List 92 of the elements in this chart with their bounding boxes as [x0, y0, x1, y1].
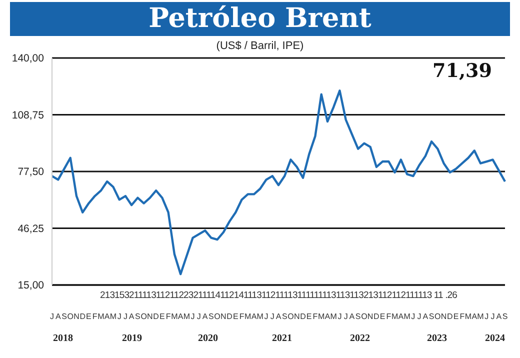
x-tick-label: O [214, 312, 220, 321]
text: 2022 [349, 333, 371, 344]
x-tick-label: E [232, 312, 238, 321]
x-tick-label: D [447, 312, 454, 321]
x-tick-label: E [453, 312, 459, 321]
x-tick-label: F [166, 312, 171, 321]
x-tick-label: J [117, 312, 122, 321]
text: 2020 [197, 333, 219, 344]
line-series [50, 90, 506, 276]
text: 2021 [271, 333, 293, 344]
x-tick-label: F [386, 312, 392, 321]
x-tick-label: D [153, 312, 160, 321]
x-tick-label: J [417, 312, 422, 321]
y-tick-label: 15,00 [18, 280, 44, 292]
x-tick-label: A [202, 312, 208, 321]
x-tick-label: M [256, 312, 264, 321]
x-tick-label: E [86, 312, 92, 321]
x-tick-label: M [404, 312, 411, 321]
x-tick-label: M [330, 312, 338, 321]
x-tick-label: A [398, 312, 404, 321]
x-tick-label: A [422, 312, 429, 321]
x-tick-label: S [282, 312, 288, 321]
text: 2018 [52, 333, 74, 344]
x-tick-label: F [239, 312, 244, 321]
x-tick-label: J [196, 312, 201, 321]
y-tick-label: 46,25 [18, 222, 44, 235]
text: 2024 [484, 333, 506, 344]
x-tick-label: O [67, 312, 74, 321]
x-tick-label: N [74, 312, 80, 321]
x-tick-label: J [270, 312, 274, 321]
x-tick-label: S [355, 312, 361, 321]
x-tick-label: J [50, 312, 54, 321]
x-tick-label: J [123, 312, 128, 321]
x-tick-label: A [178, 312, 184, 321]
x-tick-label: J [190, 312, 195, 321]
x-tick-label: E [160, 312, 165, 321]
x-tick-label: E [380, 312, 386, 321]
x-tick-label: J [338, 312, 342, 321]
x-tick-label: A [276, 312, 282, 321]
x-tick-label: D [226, 312, 233, 321]
x-tick-label: J [264, 312, 268, 321]
x-tick-label: J [411, 312, 416, 321]
chart-subtitle: (US$ / Barril, IPE) [215, 40, 305, 52]
x-tick-label: F [460, 312, 465, 321]
x-tick-label: M [183, 312, 190, 321]
x-tick-label: S [135, 312, 140, 321]
x-tick-label: N [147, 312, 154, 321]
x-tick-label: N [220, 312, 227, 321]
x-tick-label: M [171, 312, 178, 321]
x-tick-label: O [434, 312, 441, 321]
x-tick-label: A [496, 312, 502, 321]
x-tick-label: O [140, 312, 147, 321]
x-tick-label: D [300, 312, 306, 321]
x-tick-label: A [55, 312, 62, 321]
x-tick-label: F [92, 312, 98, 321]
x-tick-label: A [251, 312, 258, 321]
x-tick-label: J [490, 312, 495, 321]
x-tick-label: M [464, 312, 472, 321]
x-tick-label: O [361, 312, 368, 321]
x-tick-label: A [104, 312, 110, 321]
y-tick-label: 108,75 [12, 109, 44, 122]
x-tick-label: N [440, 312, 447, 321]
x-tick-label: M [244, 312, 252, 321]
x-tick-label: S [502, 312, 508, 321]
y-tick-label: 140,00 [12, 52, 44, 65]
x-tick-label: M [477, 312, 484, 321]
x-tick-label: A [349, 312, 356, 321]
x-tick-label: A [472, 312, 478, 321]
chart-title: Petróleo Brent [10, 2, 510, 36]
x-tick-label: O [288, 312, 294, 321]
x-tick-label: J [344, 312, 348, 321]
x-tick-label: J [484, 312, 489, 321]
y-tick-label: 77,50 [18, 166, 44, 178]
x-tick-label: M [110, 312, 117, 321]
x-tick-label: E [306, 312, 312, 321]
x-tick-label: S [428, 312, 434, 321]
text: 2019 [121, 333, 143, 344]
x-tick-label: M [318, 312, 326, 321]
x-tick-label: N [294, 312, 300, 321]
x-tick-label: M [98, 312, 105, 321]
x-tick-label: F [312, 312, 318, 321]
x-tick-label: A [324, 312, 331, 321]
annotation: 71,39 [432, 60, 492, 82]
x-tick-label: D [374, 312, 380, 321]
x-tick-label: S [208, 312, 214, 321]
x-tick-label: M [391, 312, 398, 321]
x-tick-label: S [62, 312, 67, 321]
text: 2131532111131121122321111411214111311211113111111113113113213112112111113 11 .26 [99, 290, 458, 301]
x-tick-label: D [80, 312, 86, 321]
x-tick-label: N [367, 312, 374, 321]
text: 2023 [426, 333, 448, 344]
x-tick-label: A [128, 312, 135, 321]
